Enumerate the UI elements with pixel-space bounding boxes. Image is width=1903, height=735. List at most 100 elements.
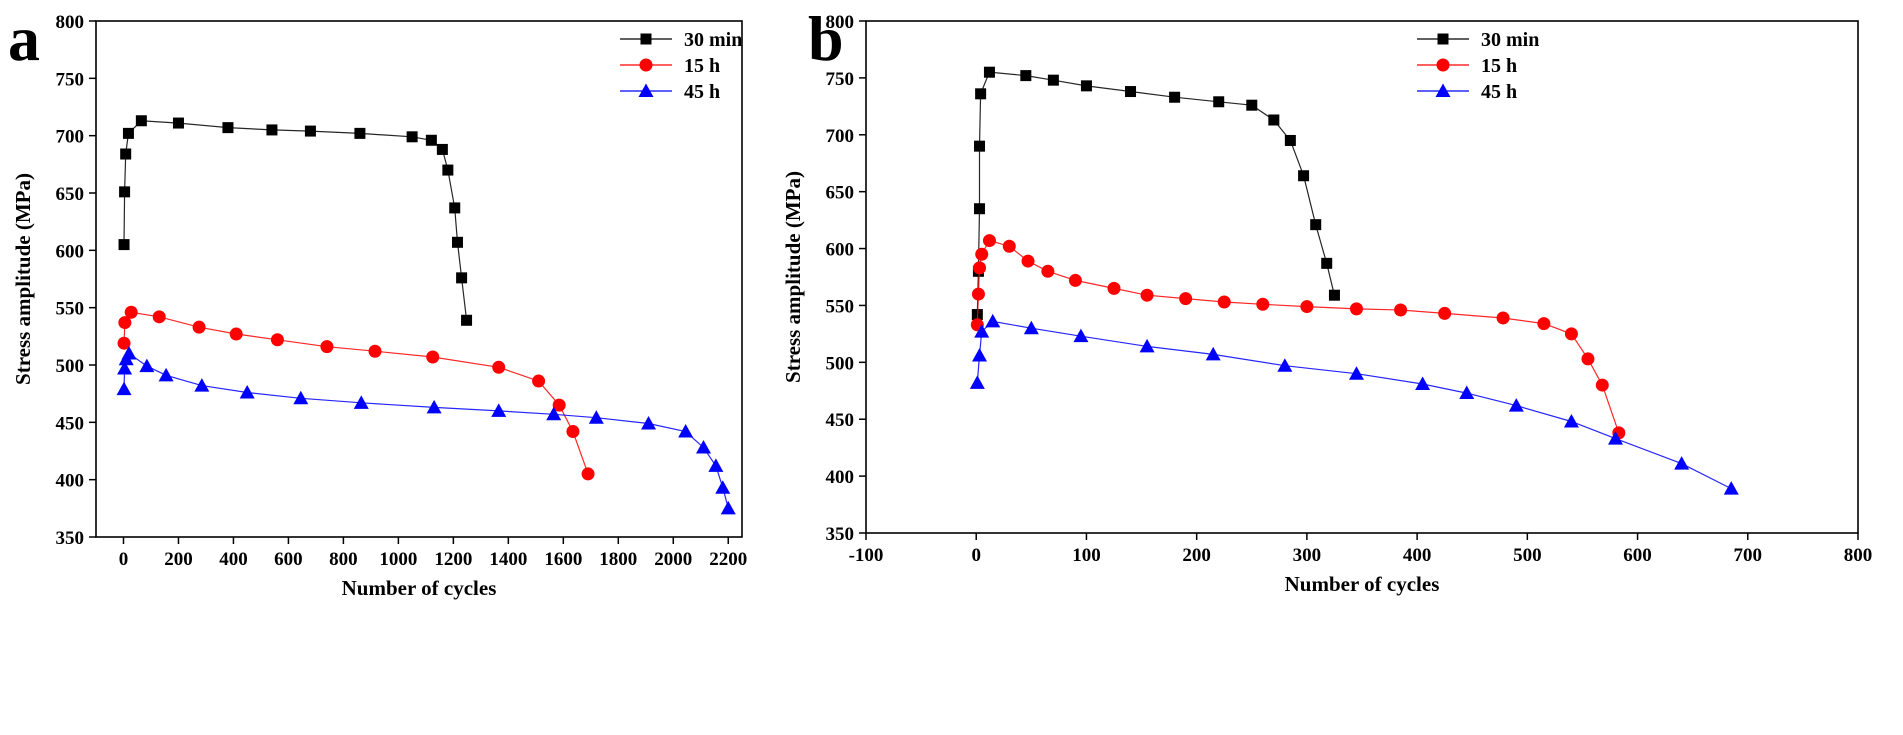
data-point — [1394, 303, 1408, 317]
data-point — [975, 88, 987, 100]
legend-marker — [1435, 83, 1451, 97]
data-point — [1310, 219, 1322, 231]
data-point — [974, 203, 986, 215]
panel-b: b -100 0 100 200 300 400 500 600 700 800 350 400 450 5… — [781, 3, 1872, 596]
data-point — [1496, 311, 1510, 325]
data-point — [1563, 413, 1579, 428]
series-line — [123, 120, 468, 321]
data-point — [116, 381, 132, 396]
data-point — [1020, 70, 1032, 82]
y-tick-label: 600 — [56, 241, 85, 262]
y-tick-label: 650 — [826, 183, 855, 204]
series-square — [971, 66, 1340, 321]
data-point — [1217, 295, 1231, 309]
y-tick-label: 700 — [56, 127, 85, 148]
series-line — [123, 311, 589, 475]
y-tick-label: 800 — [56, 12, 85, 33]
data-point — [152, 310, 166, 324]
data-point — [972, 348, 988, 362]
data-point — [229, 327, 243, 341]
data-point — [983, 66, 995, 78]
data-point — [1300, 300, 1314, 314]
y-tick-label: 550 — [826, 296, 855, 317]
data-point — [581, 467, 595, 481]
data-point — [1564, 327, 1578, 341]
data-point — [139, 358, 155, 373]
data-point — [1179, 292, 1193, 306]
data-point — [1169, 91, 1181, 103]
x-tick-label: 2000 — [654, 549, 692, 570]
y-tick-label: 750 — [826, 69, 855, 90]
x-tick-label: 600 — [274, 549, 303, 570]
panel-label: b — [808, 3, 844, 74]
data-point — [974, 324, 990, 338]
series-circle — [117, 305, 595, 481]
data-point — [1246, 99, 1258, 111]
data-point — [1205, 346, 1221, 361]
x-tick-label: 400 — [1403, 545, 1432, 566]
series-line — [976, 71, 1335, 315]
y-tick-label: 700 — [826, 126, 855, 147]
data-point — [449, 202, 461, 214]
legend-label: 15 h — [684, 55, 720, 77]
y-tick-label: 400 — [56, 471, 85, 492]
data-point — [1002, 239, 1016, 253]
data-point — [117, 336, 131, 350]
data-point — [426, 350, 440, 364]
series-line — [123, 352, 729, 509]
data-point — [1213, 96, 1225, 108]
data-point — [426, 399, 442, 414]
data-point — [119, 186, 131, 198]
data-point — [1277, 358, 1293, 372]
data-point — [708, 458, 724, 472]
x-tick-label: 800 — [329, 549, 358, 570]
data-point — [1139, 338, 1155, 353]
data-point — [172, 117, 184, 129]
data-point — [1438, 306, 1452, 320]
y-tick-label: 800 — [826, 12, 855, 33]
x-axis-label: Number of cycles — [342, 576, 497, 600]
x-tick-label: 1000 — [379, 549, 417, 570]
data-point — [975, 247, 989, 261]
data-point — [1348, 366, 1364, 380]
x-tick-label: 1400 — [489, 549, 527, 570]
y-tick-label: 450 — [826, 410, 855, 431]
data-point — [532, 374, 546, 388]
series-triangle — [116, 346, 736, 515]
data-point — [1328, 289, 1340, 301]
data-point — [222, 122, 234, 134]
data-point — [368, 344, 382, 358]
data-point — [436, 143, 448, 155]
x-tick-label: 400 — [219, 549, 248, 570]
x-tick-label: 1600 — [544, 549, 582, 570]
data-point — [451, 236, 463, 248]
data-point — [1073, 328, 1089, 343]
data-point — [1415, 376, 1431, 390]
data-point — [121, 346, 137, 360]
x-tick-label: 0 — [119, 549, 129, 570]
data-point — [588, 410, 604, 424]
legend-marker — [1436, 58, 1450, 72]
data-point — [985, 313, 1001, 328]
data-point — [1298, 170, 1310, 182]
y-tick-label: 450 — [56, 413, 85, 434]
data-point — [270, 333, 284, 347]
data-point — [118, 239, 130, 251]
x-tick-label: 100 — [1072, 545, 1101, 566]
plot-frame — [865, 20, 1859, 534]
data-point — [1723, 481, 1739, 495]
data-point — [546, 406, 562, 421]
legend-label: 30 min — [684, 29, 742, 51]
data-point — [1140, 288, 1154, 302]
y-tick-label: 500 — [826, 353, 855, 374]
data-point — [266, 124, 278, 136]
x-tick-label: 0 — [971, 545, 981, 566]
data-point — [696, 440, 712, 454]
data-point — [971, 287, 985, 301]
data-point — [293, 390, 309, 405]
y-axis-label: Stress amplitude (MPa) — [11, 173, 35, 385]
data-point — [491, 403, 507, 417]
data-point — [1321, 257, 1333, 269]
data-point — [120, 148, 132, 160]
data-point — [158, 367, 174, 382]
